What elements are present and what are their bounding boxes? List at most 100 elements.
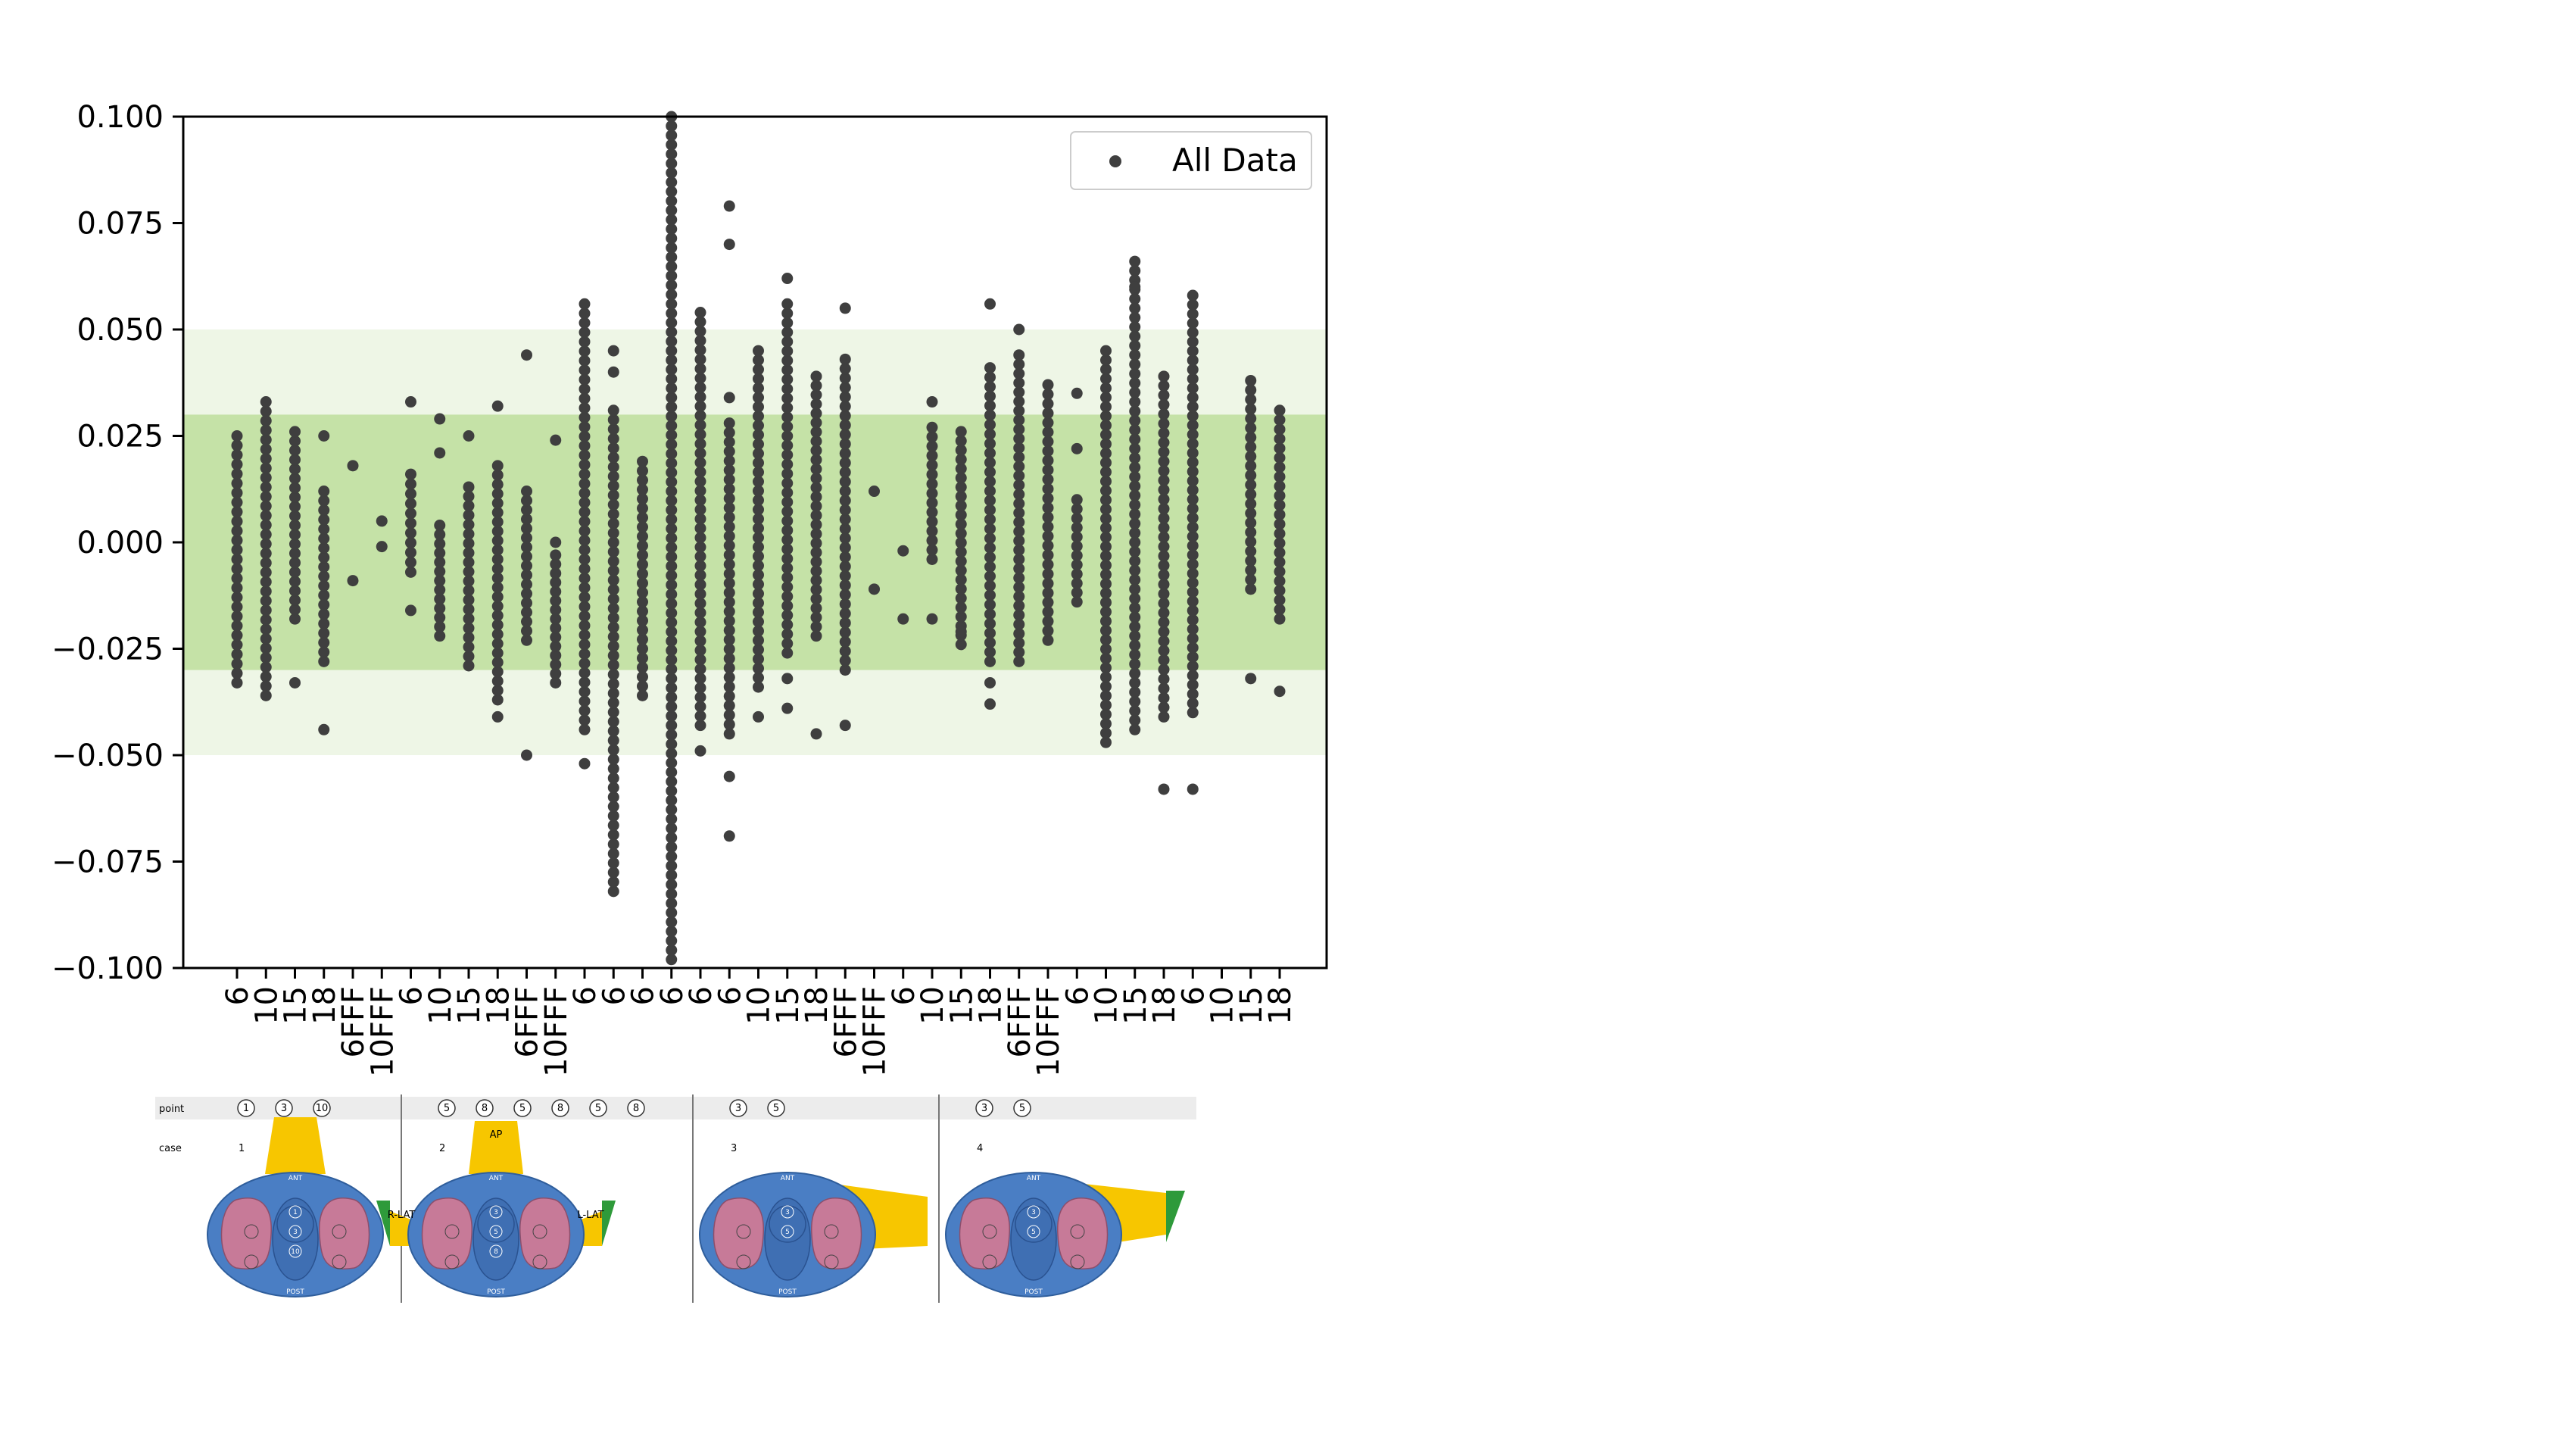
data-point [260, 642, 272, 654]
data-point [376, 541, 388, 553]
data-point [434, 602, 446, 614]
data-point [666, 195, 678, 207]
data-point [723, 392, 735, 404]
data-point [491, 544, 504, 556]
data-point [694, 720, 706, 732]
point-label: 1 [243, 1103, 249, 1114]
point-marker [237, 1099, 255, 1117]
data-point [1100, 718, 1112, 730]
dose-point-label: 3 [293, 1229, 298, 1236]
data-point [289, 557, 301, 569]
data-point [579, 591, 591, 603]
data-point [231, 610, 243, 623]
data-point [260, 595, 272, 607]
data-point [491, 525, 504, 537]
data-point [1187, 512, 1199, 524]
data-point [666, 261, 678, 273]
data-point [694, 588, 706, 600]
data-point [231, 477, 243, 489]
data-point [318, 589, 330, 601]
data-point [1100, 727, 1112, 739]
data-point [318, 430, 330, 442]
y-tick-label: −0.100 [51, 951, 164, 986]
data-point [753, 485, 764, 497]
data-point [550, 567, 562, 579]
data-point [434, 538, 446, 550]
data-point [926, 613, 938, 625]
data-point [839, 401, 851, 413]
data-point [1129, 583, 1141, 595]
data-point [810, 565, 822, 577]
data-point [289, 501, 301, 513]
data-point [666, 589, 678, 601]
data-point [260, 481, 272, 493]
data-point [607, 678, 619, 690]
data-point [666, 832, 678, 844]
data-point [1187, 354, 1199, 367]
data-point [318, 627, 330, 639]
data-point [289, 454, 301, 466]
data-point [637, 577, 648, 589]
data-point [376, 515, 388, 527]
data-point [723, 681, 735, 693]
data-point [637, 455, 648, 467]
data-point [753, 588, 764, 600]
data-point [463, 519, 475, 531]
data-point [984, 542, 996, 554]
data-point [231, 439, 243, 451]
data-point [1187, 466, 1199, 478]
data-point [1187, 410, 1199, 422]
legend-marker [1109, 155, 1121, 167]
data-point [955, 426, 967, 438]
data-point [1129, 461, 1141, 473]
data-point [984, 400, 996, 412]
data-point [260, 529, 272, 541]
data-point [666, 804, 678, 816]
data-point [491, 610, 504, 622]
data-point [521, 504, 532, 516]
data-point [1187, 392, 1199, 404]
data-point [1187, 567, 1199, 579]
data-point [1013, 591, 1025, 603]
data-point [666, 289, 678, 301]
data-point [289, 613, 301, 625]
data-point [1042, 492, 1054, 504]
data-point [637, 671, 648, 683]
data-point [666, 392, 678, 404]
data-point [1274, 566, 1286, 578]
data-point [463, 481, 475, 493]
data-point [607, 564, 619, 576]
data-point [318, 723, 330, 735]
data-point [434, 556, 446, 568]
data-point [1013, 544, 1025, 556]
data-point [781, 628, 794, 640]
data-point [318, 561, 330, 573]
data-point [607, 876, 619, 888]
dose-point-label: 5 [494, 1229, 498, 1236]
data-point [694, 616, 706, 628]
data-point [521, 523, 532, 535]
data-point [1013, 526, 1025, 538]
data-point [1013, 600, 1025, 612]
data-point [1129, 695, 1141, 707]
data-point [637, 502, 648, 514]
data-point [753, 476, 764, 488]
data-point [1187, 595, 1199, 607]
data-point [666, 879, 678, 891]
data-point [637, 680, 648, 692]
data-point [1100, 578, 1112, 590]
data-point [1129, 480, 1141, 492]
data-point [723, 502, 735, 514]
data-point [1071, 549, 1083, 561]
data-point [1129, 545, 1141, 557]
data-point [463, 556, 475, 568]
data-point [1129, 377, 1141, 389]
data-point [781, 345, 794, 358]
anterior-label: ANT [781, 1175, 795, 1182]
data-point [666, 467, 678, 479]
data-point [434, 575, 446, 587]
data-point [839, 485, 851, 497]
data-point [781, 543, 794, 555]
x-tick-label: 6 [626, 986, 661, 1005]
data-point [550, 676, 562, 689]
